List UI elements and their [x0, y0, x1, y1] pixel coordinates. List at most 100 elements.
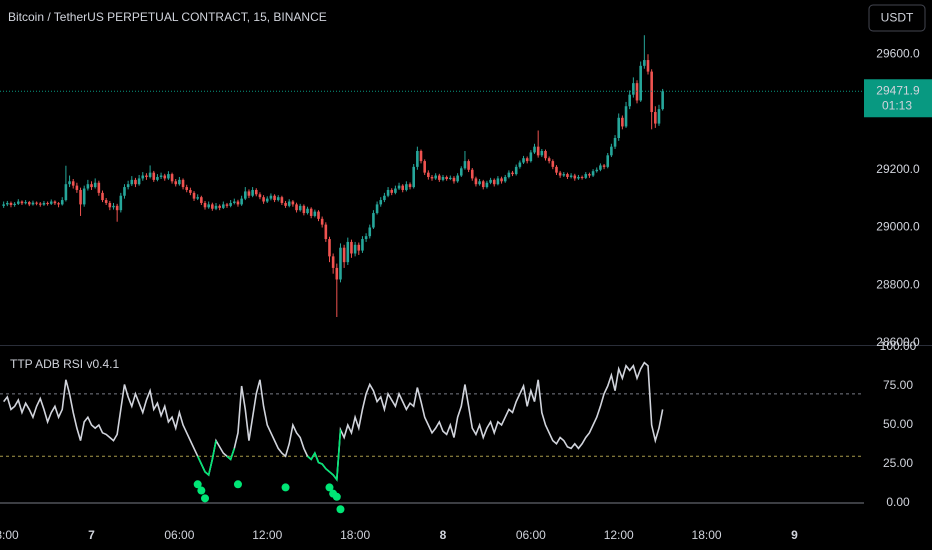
y-tick-label: 28600.0 — [876, 335, 920, 349]
candle-body — [254, 189, 258, 195]
candle-body — [35, 202, 38, 204]
candle-body — [284, 202, 287, 206]
candle-body — [258, 194, 262, 198]
candle-body — [309, 208, 313, 216]
candle-body — [551, 161, 555, 167]
currency-label[interactable]: USDT — [881, 11, 914, 25]
y-tick-label: 28800.0 — [876, 277, 920, 291]
candle-body — [291, 201, 295, 205]
candle-body — [544, 150, 547, 159]
candle-body — [412, 166, 415, 188]
candle-body — [525, 158, 529, 162]
candle-body — [580, 176, 584, 178]
candle-body — [298, 205, 302, 211]
candle-body — [591, 171, 595, 176]
candle-body — [632, 83, 635, 95]
candle-body — [602, 165, 606, 167]
candle-body — [302, 205, 306, 214]
candle-body — [416, 150, 419, 167]
candle-body — [342, 247, 346, 263]
y-tick-label: 0.00 — [886, 495, 910, 509]
candle-body — [189, 189, 192, 193]
candle-body — [500, 178, 503, 182]
candle-body — [2, 204, 5, 206]
candle-body — [112, 205, 115, 208]
candle-body — [295, 204, 298, 211]
candle-body — [588, 174, 591, 176]
signal-dot — [336, 505, 345, 514]
candle-body — [394, 188, 397, 193]
candle-body — [86, 184, 90, 189]
candle-body — [145, 175, 148, 177]
candle-body — [181, 179, 185, 188]
candle-body — [481, 181, 485, 188]
candle-body — [566, 174, 569, 177]
candle-body — [485, 182, 489, 188]
y-tick-label: 100.00 — [880, 339, 917, 353]
candle-body — [57, 203, 60, 205]
candle-body — [9, 202, 13, 205]
candle-body — [306, 208, 309, 214]
candle-body — [496, 178, 500, 185]
candle-body — [218, 205, 221, 208]
candle-body — [657, 109, 661, 124]
x-tick-label: 18:00 — [340, 528, 370, 542]
candle-body — [606, 155, 610, 167]
candle-body — [328, 239, 331, 257]
candle-body — [364, 236, 368, 240]
candle-body — [423, 161, 426, 173]
candle-body — [610, 146, 613, 156]
candle-body — [441, 176, 445, 180]
candle-body — [470, 169, 474, 179]
candle-body — [38, 203, 42, 205]
candle-body — [569, 175, 573, 177]
candle-body — [503, 176, 507, 182]
candle-body — [60, 200, 64, 205]
candle-body — [273, 195, 276, 201]
candle-body — [178, 179, 181, 185]
signal-dot — [332, 492, 341, 501]
candle-body — [262, 197, 265, 202]
candle-body — [243, 191, 247, 199]
candle-body — [350, 241, 353, 254]
candle-body — [97, 182, 101, 193]
candle-body — [434, 175, 437, 179]
candle-body — [628, 94, 631, 107]
candle-body — [635, 83, 639, 101]
candle-body — [214, 205, 218, 209]
candle-body — [280, 197, 284, 203]
countdown-label: 01:13 — [882, 98, 912, 112]
candle-body — [456, 175, 459, 182]
y-tick-label: 29200.0 — [876, 162, 920, 176]
x-tick-label: 06:00 — [164, 528, 194, 542]
candle-body — [438, 175, 441, 180]
rsi-oversold — [307, 429, 342, 482]
currency-button[interactable] — [868, 4, 926, 32]
candle-body — [522, 158, 525, 163]
y-tick-label: 25.00 — [883, 456, 913, 470]
candle-body — [104, 200, 108, 203]
candle-body — [577, 176, 580, 179]
candle-body — [643, 60, 646, 66]
candle-body — [119, 195, 123, 211]
candle-body — [79, 189, 82, 205]
x-tick-label: 18:00 — [0, 528, 19, 542]
signal-dot — [233, 480, 242, 489]
candle-body — [518, 162, 522, 167]
candle-body — [430, 176, 434, 179]
y-tick-label: 29000.0 — [876, 220, 920, 234]
candle-body — [353, 244, 357, 254]
candle-body — [339, 247, 342, 280]
candle-body — [156, 176, 159, 180]
candle-body — [646, 60, 650, 72]
candle-body — [148, 172, 152, 177]
candle-body — [163, 175, 167, 179]
candle-body — [42, 202, 46, 205]
candle-body — [397, 185, 401, 189]
candle-body — [251, 189, 254, 196]
candle-body — [529, 152, 533, 162]
candle-body — [511, 172, 514, 175]
candle-body — [555, 166, 558, 173]
candle-body — [492, 179, 496, 185]
